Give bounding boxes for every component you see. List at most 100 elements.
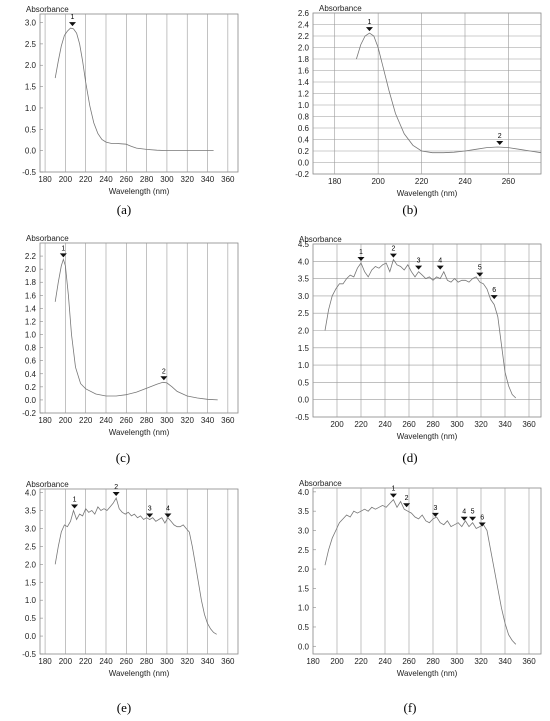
x-tick-label: 220 [354, 420, 368, 429]
y-tick-label: 3.0 [298, 526, 310, 535]
y-tick-label: 1.0 [25, 331, 37, 340]
x-tick-label: 340 [498, 420, 512, 429]
y-tick-label: 2.6 [298, 9, 310, 18]
y-tick-label: 1.5 [25, 578, 37, 587]
x-tick-label: 280 [140, 416, 154, 425]
panel-caption: (b) [402, 202, 417, 217]
y-tick-label: 4.5 [298, 240, 310, 249]
peak-label: 2 [391, 246, 395, 253]
y-tick-label: 2.5 [298, 309, 310, 318]
peak-label: 4 [462, 509, 466, 516]
peak-label: 6 [480, 515, 484, 522]
y-tick-label: 2.5 [298, 546, 310, 555]
peak-marker [389, 493, 397, 498]
peak-label: 1 [359, 249, 363, 256]
x-tick-label: 360 [522, 420, 536, 429]
y-tick-label: 4.0 [25, 489, 37, 498]
x-tick-label: 260 [402, 657, 416, 666]
peak-marker [490, 295, 498, 300]
peak-marker [431, 512, 439, 517]
x-tick-label: 220 [79, 657, 93, 666]
x-tick-label: 220 [79, 175, 93, 184]
x-tick-label: 200 [330, 657, 344, 666]
peak-marker [146, 513, 154, 518]
plot-frame [39, 13, 239, 173]
y-tick-label: 0.6 [298, 124, 310, 133]
peak-label: 2 [405, 495, 409, 502]
peak-label: 1 [391, 486, 395, 493]
x-tick-label: 200 [330, 420, 344, 429]
x-tick-label: 300 [160, 657, 174, 666]
x-tick-label: 320 [181, 657, 195, 666]
y-tick-label: 2.4 [298, 21, 310, 30]
y-tick-label: 3.5 [298, 275, 310, 284]
x-tick-label: 340 [201, 175, 215, 184]
peak-marker [496, 140, 504, 145]
y-tick-label: 1.4 [25, 304, 37, 313]
y-tick-label: 2.5 [25, 40, 37, 49]
x-tick-label: 340 [201, 416, 215, 425]
chart-panel-6: 180 200 220 240 260 280 300 320 340 360 0.0 0.5 1.0 1… [298, 479, 542, 715]
spectrum-line [324, 498, 517, 645]
y-tick-label: 3.5 [25, 507, 37, 516]
peak-marker [112, 491, 120, 496]
x-tick-label: 280 [426, 657, 440, 666]
peak-marker [436, 265, 444, 270]
y-tick-label: 1.8 [25, 278, 37, 287]
y-tick-label: 0.5 [25, 614, 37, 623]
peak-marker [160, 376, 168, 381]
peak-marker [389, 253, 397, 258]
y-tick-label: 0.5 [298, 378, 310, 387]
x-axis-label: Wavelength (nm) [397, 432, 458, 441]
x-tick-label: 260 [120, 175, 134, 184]
y-tick-label: 3.0 [298, 292, 310, 301]
y-tick-label: -0.2 [22, 409, 36, 418]
peak-label: 1 [73, 497, 77, 504]
x-tick-label: 220 [354, 657, 368, 666]
x-tick-label: 200 [59, 175, 73, 184]
peak-label: 2 [114, 484, 118, 491]
y-tick-label: 3.0 [25, 524, 37, 533]
x-tick-label: 260 [402, 420, 416, 429]
x-tick-label: 320 [474, 420, 488, 429]
y-tick-label: 1.8 [298, 55, 310, 64]
panel-caption: (f) [404, 700, 417, 715]
spectrum-line [54, 496, 217, 635]
y-tick-label: -0.5 [22, 168, 36, 177]
spectrum-line [54, 257, 218, 401]
peak-marker [469, 516, 477, 521]
peak-marker [59, 253, 67, 258]
y-tick-label: 1.0 [25, 596, 37, 605]
y-tick-label: 0.0 [298, 642, 310, 651]
y-tick-label: 1.5 [298, 344, 310, 353]
y-axis-label: Absorbance [299, 235, 342, 244]
x-tick-label: 280 [140, 175, 154, 184]
x-tick-label: 360 [522, 657, 536, 666]
peak-label: 3 [148, 505, 152, 512]
y-tick-label: 1.2 [25, 317, 37, 326]
y-axis-label: Absorbance [26, 480, 69, 489]
y-axis-label: Absorbance [299, 479, 342, 488]
x-tick-label: 240 [378, 420, 392, 429]
chart-panel-3: 180 200 220 240 260 280 300 320 340 360 -0.2 0.0 0.2… [22, 234, 239, 465]
peak-marker [357, 257, 365, 262]
peak-label: 1 [368, 19, 372, 26]
y-tick-label: 0.0 [25, 632, 37, 641]
y-tick-label: 1.0 [298, 361, 310, 370]
chart-panel-5: 180 200 220 240 260 280 300 320 340 360 -0.5 0.0 0.5… [22, 480, 239, 715]
peak-label: 5 [478, 265, 482, 272]
y-tick-label: 0.5 [25, 125, 37, 134]
x-axis-label: Wavelength (nm) [109, 428, 170, 437]
peak-label: 3 [433, 505, 437, 512]
panel-caption: (c) [116, 450, 130, 465]
plot-frame [39, 242, 239, 414]
peak-label: 2 [498, 133, 502, 140]
x-tick-label: 200 [371, 177, 385, 186]
y-tick-label: 0.8 [298, 113, 310, 122]
y-tick-label: 1.6 [25, 291, 37, 300]
y-tick-label: 0.0 [298, 159, 310, 168]
x-tick-label: 180 [38, 416, 52, 425]
spectrum-line [356, 32, 542, 154]
y-tick-label: 3.0 [25, 19, 37, 28]
y-tick-label: -0.5 [295, 413, 309, 422]
